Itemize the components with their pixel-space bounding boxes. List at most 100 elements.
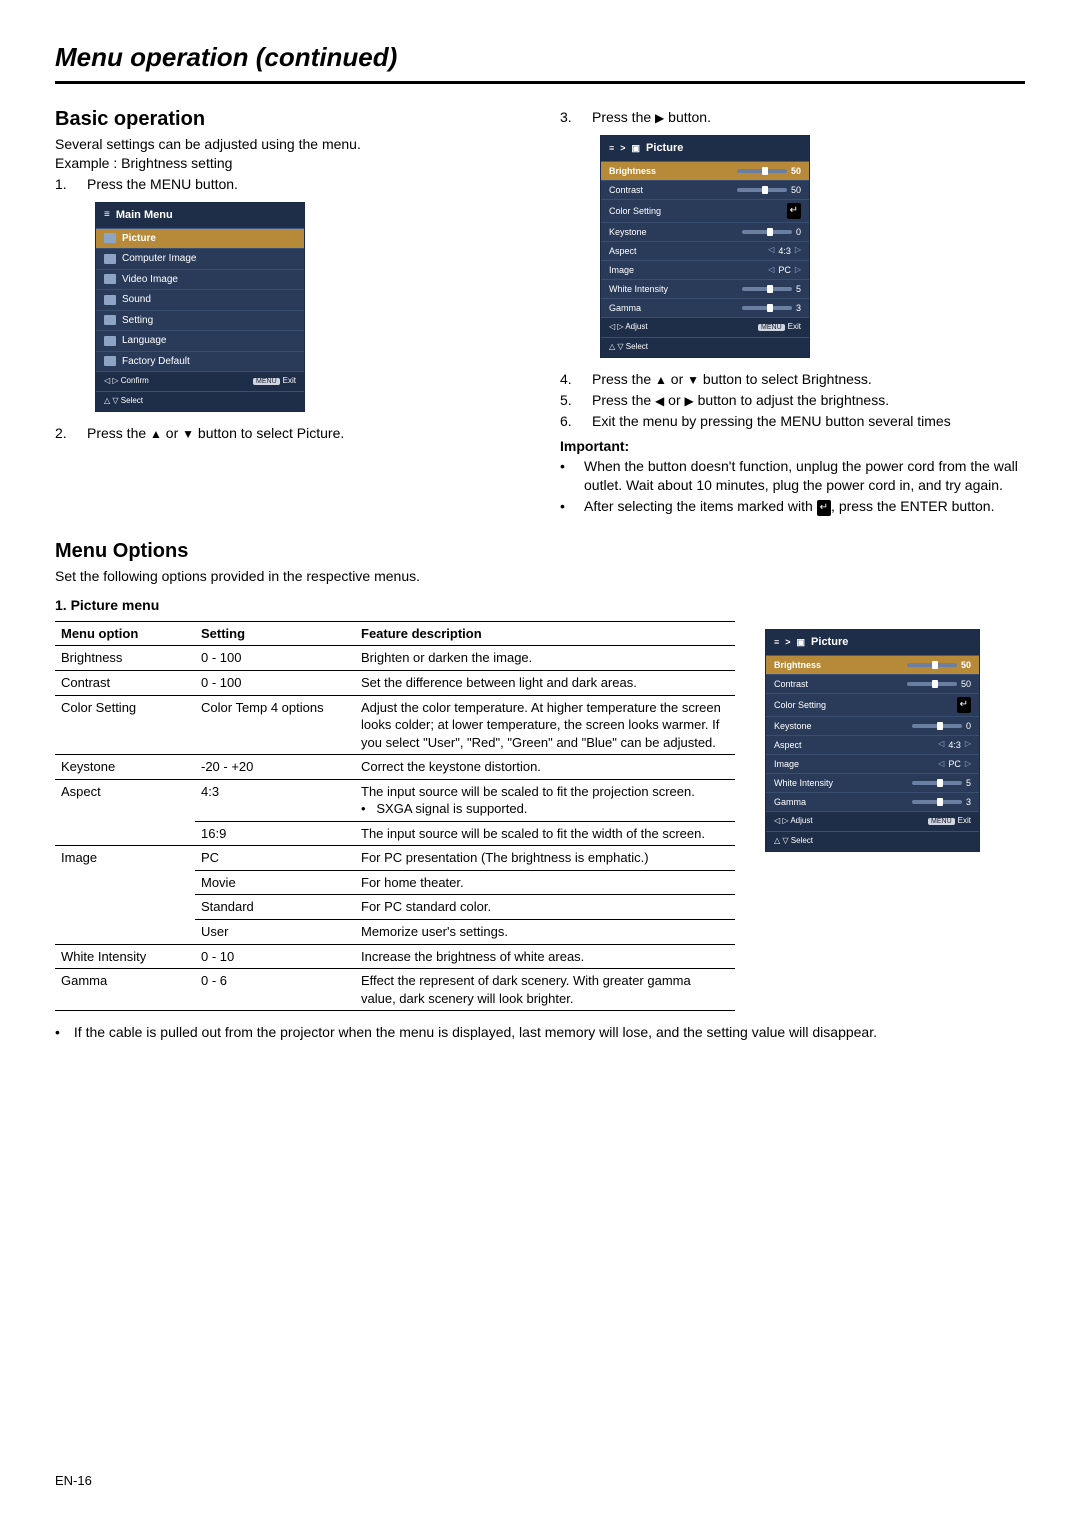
osd-row-label: Contrast <box>774 678 808 690</box>
osd-row-brightness[interactable]: Brightness 50 <box>601 162 809 181</box>
down-icon: ▼ <box>182 426 194 442</box>
osd-item-computer-image[interactable]: Computer Image <box>96 249 304 270</box>
osd-item-video-image[interactable]: Video Image <box>96 270 304 291</box>
osd-item-label: Video Image <box>122 273 178 287</box>
osd-row-value: 50 <box>907 659 971 671</box>
osd-row-white intensity[interactable]: White Intensity 5 <box>601 280 809 299</box>
osd-crumb: Picture <box>646 141 683 156</box>
table-row: Keystone -20 - +20 Correct the keystone … <box>55 755 735 780</box>
cell-desc: The input source will be scaled to fit t… <box>355 779 735 821</box>
cell-opt: Brightness <box>55 646 195 671</box>
step5: Press the ◀ or ▶ button to adjust the br… <box>592 391 1025 410</box>
osd-row-label: Color Setting <box>609 205 661 217</box>
osd-row-keystone[interactable]: Keystone 0 <box>601 223 809 242</box>
important-b1: When the button doesn't function, unplug… <box>584 457 1025 495</box>
osd-row-contrast[interactable]: Contrast 50 <box>601 181 809 200</box>
osd-item-label: Language <box>122 334 167 348</box>
picture-menu-table: Menu option Setting Feature description … <box>55 621 735 1011</box>
cell-desc: For PC standard color. <box>355 895 735 920</box>
osd-foot-adjust: Adjust <box>790 816 812 825</box>
osd-item-label: Setting <box>122 314 153 328</box>
osd-item-label: Computer Image <box>122 252 196 266</box>
menu-pill: MENU <box>758 324 785 331</box>
osd-item-language[interactable]: Language <box>96 331 304 352</box>
cell-desc: Set the difference between light and dar… <box>355 671 735 696</box>
up-icon: ▲ <box>150 426 162 442</box>
reset-icon <box>104 356 116 366</box>
computer-icon <box>104 254 116 264</box>
cell-set: -20 - +20 <box>195 755 355 780</box>
osd-row-label: Contrast <box>609 184 643 196</box>
th-menu-option: Menu option <box>55 621 195 646</box>
pic-icon: ▣ <box>797 636 806 648</box>
step-num: 3. <box>560 108 574 127</box>
osd-row-image[interactable]: Image ◁PC▷ <box>766 755 979 774</box>
arrow-icon: ◁ ▷ <box>104 376 119 385</box>
arrow-icon: △ ▽ <box>609 342 624 351</box>
menu-options-heading: Menu Options <box>55 538 1025 565</box>
picture-menu-sub: 1. Picture menu <box>55 596 1025 615</box>
cell-opt: Contrast <box>55 671 195 696</box>
osd-row-label: Image <box>609 264 634 276</box>
pic-icon: ▣ <box>632 142 641 154</box>
osd-row-value: 50 <box>737 165 801 177</box>
osd-main-menu: ≡ Main Menu Picture Computer Image Video… <box>95 202 305 412</box>
osd-item-factory-default[interactable]: Factory Default <box>96 352 304 373</box>
osd-row-gamma[interactable]: Gamma 3 <box>601 299 809 318</box>
osd-row-color setting[interactable]: Color Setting ↵ <box>766 694 979 717</box>
osd-picture-menu-ref: ≡ > ▣ Picture Brightness 50 Contrast 50 … <box>765 629 980 852</box>
step-num: 4. <box>560 370 574 389</box>
osd-foot-exit: Exit <box>283 376 296 385</box>
osd-row-value: 0 <box>742 226 801 238</box>
osd-row-white intensity[interactable]: White Intensity 5 <box>766 774 979 793</box>
osd-row-contrast[interactable]: Contrast 50 <box>766 675 979 694</box>
cell-opt: Color Setting <box>55 695 195 755</box>
basic-intro2: Example : Brightness setting <box>55 154 520 173</box>
step-num: 1. <box>55 175 69 194</box>
right-icon: ▶ <box>685 393 694 409</box>
osd-row-color setting[interactable]: Color Setting ↵ <box>601 200 809 223</box>
arrow-icon: ◁ ▷ <box>609 322 624 331</box>
arrow-icon: △ ▽ <box>104 396 119 405</box>
osd-row-value: 3 <box>912 796 971 808</box>
osd-row-keystone[interactable]: Keystone 0 <box>766 717 979 736</box>
table-row: Brightness 0 - 100 Brighten or darken th… <box>55 646 735 671</box>
right-icon: ▶ <box>655 110 664 126</box>
osd-row-label: Keystone <box>609 226 647 238</box>
sound-icon <box>104 295 116 305</box>
footnote: If the cable is pulled out from the proj… <box>74 1023 877 1042</box>
important-label: Important: <box>560 437 1025 456</box>
osd-item-sound[interactable]: Sound <box>96 290 304 311</box>
osd-row-gamma[interactable]: Gamma 3 <box>766 793 979 812</box>
cell-opt: Aspect <box>55 779 195 846</box>
osd-foot-adjust: Adjust <box>625 322 647 331</box>
osd-row-label: Gamma <box>774 796 806 808</box>
osd-row-value: ◁PC▷ <box>768 264 801 276</box>
osd-item-setting[interactable]: Setting <box>96 311 304 332</box>
osd-row-image[interactable]: Image ◁PC▷ <box>601 261 809 280</box>
arrow-icon: ◁ ▷ <box>774 816 789 825</box>
osd-row-value: 5 <box>912 777 971 789</box>
step4: Press the ▲ or ▼ button to select Bright… <box>592 370 1025 389</box>
osd-picture-menu: ≡ > ▣ Picture Brightness 50 Contrast 50 … <box>600 135 810 358</box>
cell-desc: For home theater. <box>355 870 735 895</box>
osd-item-label: Sound <box>122 293 151 307</box>
osd-row-label: Brightness <box>609 165 656 177</box>
cell-set: 0 - 100 <box>195 671 355 696</box>
osd-crumb: Picture <box>811 635 848 650</box>
osd-item-label: Picture <box>122 232 156 246</box>
cell-set: 4:3 <box>195 779 355 821</box>
osd-row-brightness[interactable]: Brightness 50 <box>766 656 979 675</box>
enter-icon: ↵ <box>817 500 831 516</box>
osd-row-label: Gamma <box>609 302 641 314</box>
down-icon: ▼ <box>687 372 699 388</box>
th-setting: Setting <box>195 621 355 646</box>
osd-item-picture[interactable]: Picture <box>96 229 304 250</box>
gt-icon: > <box>620 142 625 154</box>
osd-row-aspect[interactable]: Aspect ◁4:3▷ <box>766 736 979 755</box>
osd-row-aspect[interactable]: Aspect ◁4:3▷ <box>601 242 809 261</box>
osd-row-value: ↵ <box>787 203 801 219</box>
osd-foot-exit: Exit <box>958 816 971 825</box>
osd-row-label: Image <box>774 758 799 770</box>
step6: Exit the menu by pressing the MENU butto… <box>592 412 1025 431</box>
